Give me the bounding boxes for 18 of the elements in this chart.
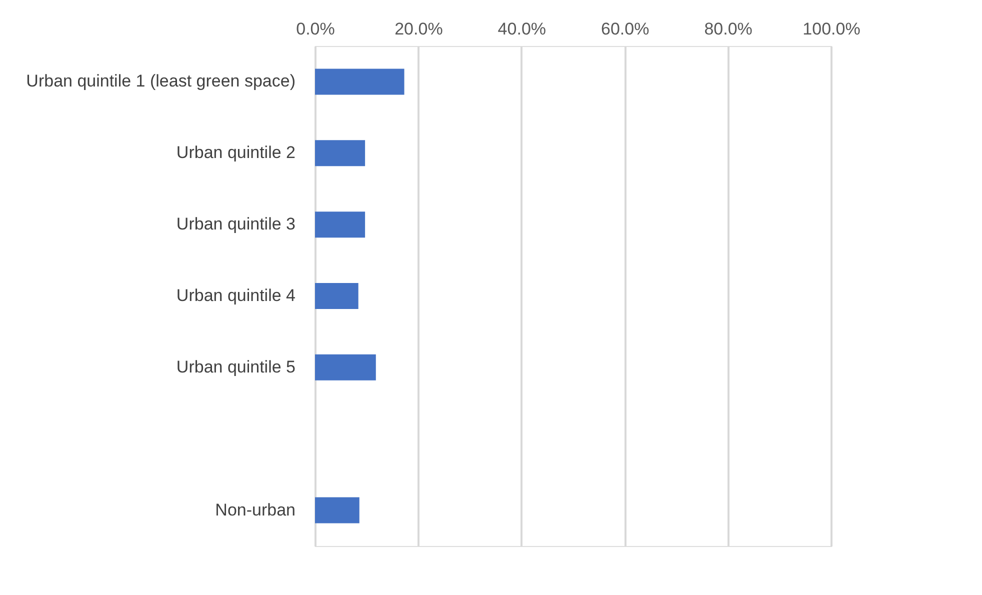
- x-tick-label: 80.0%: [704, 20, 752, 38]
- x-tick-label: 40.0%: [498, 20, 546, 38]
- y-tick-label: Urban quintile 5: [176, 357, 296, 376]
- x-tick-label: 0.0%: [296, 20, 335, 38]
- bar: [315, 212, 366, 238]
- x-tick-label: 20.0%: [394, 20, 443, 38]
- bar: [315, 354, 376, 380]
- bar: [315, 68, 404, 95]
- bar: [315, 283, 358, 309]
- y-tick-label: Urban quintile 3: [176, 214, 296, 234]
- y-tick-label: Urban quintile 4: [176, 286, 296, 305]
- x-tick-label: 100.0%: [802, 20, 860, 38]
- y-tick-label: Urban quintile 2: [176, 143, 296, 162]
- y-tick-label: Non-urban: [215, 500, 296, 520]
- bar: [315, 497, 360, 524]
- x-tick-label: 60.0%: [601, 20, 650, 38]
- y-tick-label: Urban quintile 1 (least green space): [26, 72, 296, 91]
- bar: [315, 140, 366, 166]
